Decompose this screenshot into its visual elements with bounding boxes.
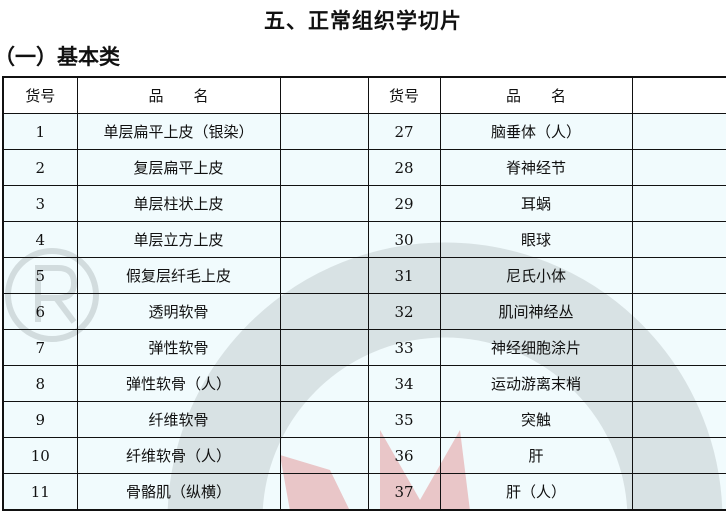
- note-cell: [631, 149, 726, 186]
- item-number-cell: 35: [367, 401, 441, 438]
- item-number-cell: 4: [2, 221, 78, 258]
- note-cell: [631, 473, 726, 511]
- item-name-cell: 肝: [439, 437, 633, 474]
- item-name-cell: 纤维软骨（人）: [76, 437, 281, 474]
- item-number-cell: 30: [367, 221, 441, 258]
- item-name-cell: 骨骼肌（纵横）: [76, 473, 281, 511]
- table-row: 7 弹性软骨 33 神经细胞涂片: [2, 329, 726, 366]
- item-name-cell: 肝（人）: [439, 473, 633, 511]
- slides-table: 货号品 名货号品 名 1 单层扁平上皮（银染） 27 脑垂体（人） 2 复层扁平上皮 28 脊神…: [2, 76, 726, 511]
- item-number-cell: 31: [367, 257, 441, 294]
- table-row: 1 单层扁平上皮（银染） 27 脑垂体（人）: [2, 113, 726, 150]
- note-cell: [279, 437, 369, 474]
- note-cell: [279, 113, 369, 150]
- note-cell: [279, 185, 369, 222]
- section-heading: （一）基本类: [0, 45, 120, 69]
- item-name-cell: 单层扁平上皮（银染）: [76, 113, 281, 150]
- item-name-cell: 弹性软骨（人）: [76, 365, 281, 402]
- item-number-cell: 11: [2, 473, 78, 511]
- item-number-cell: 33: [367, 329, 441, 366]
- item-name-cell: 运动游离末梢: [439, 365, 633, 402]
- note-cell: [279, 149, 369, 186]
- item-name-cell: 脊神经节: [439, 149, 633, 186]
- table-row: 5 假复层纤毛上皮 31 尼氏小体: [2, 257, 726, 294]
- header-note-cell: [279, 76, 369, 114]
- item-number-cell: 1: [2, 113, 78, 150]
- item-number-cell: 29: [367, 185, 441, 222]
- item-name-cell: 单层柱状上皮: [76, 185, 281, 222]
- note-cell: [631, 221, 726, 258]
- item-number-cell: 7: [2, 329, 78, 366]
- header-item-name-cell: 品 名: [76, 76, 281, 114]
- note-cell: [631, 401, 726, 438]
- item-number-cell: 10: [2, 437, 78, 474]
- note-cell: [279, 221, 369, 258]
- table-header-row: 货号品 名货号品 名: [2, 76, 726, 114]
- item-number-cell: 2: [2, 149, 78, 186]
- item-number-cell: 36: [367, 437, 441, 474]
- item-name-cell: 脑垂体（人）: [439, 113, 633, 150]
- item-name-cell: 神经细胞涂片: [439, 329, 633, 366]
- table-row: 8 弹性软骨（人） 34 运动游离末梢: [2, 365, 726, 402]
- item-number-cell: 8: [2, 365, 78, 402]
- note-cell: [631, 293, 726, 330]
- note-cell: [279, 473, 369, 511]
- item-number-cell: 28: [367, 149, 441, 186]
- item-name-cell: 复层扁平上皮: [76, 149, 281, 186]
- table-row: 4 单层立方上皮 30 眼球: [2, 221, 726, 258]
- table-row: 6 透明软骨 32 肌间神经丛: [2, 293, 726, 330]
- item-name-cell: 眼球: [439, 221, 633, 258]
- item-name-cell: 突触: [439, 401, 633, 438]
- table-row: 11 骨骼肌（纵横） 37 肝（人）: [2, 473, 726, 511]
- header-item-number-cell: 货号: [367, 76, 441, 114]
- header-item-number-cell: 货号: [2, 76, 78, 114]
- item-number-cell: 9: [2, 401, 78, 438]
- item-number-cell: 6: [2, 293, 78, 330]
- item-number-cell: 3: [2, 185, 78, 222]
- item-name-cell: 弹性软骨: [76, 329, 281, 366]
- item-name-cell: 假复层纤毛上皮: [76, 257, 281, 294]
- page-title: 五、正常组织学切片: [264, 9, 462, 33]
- note-cell: [279, 401, 369, 438]
- note-cell: [631, 113, 726, 150]
- note-cell: [631, 257, 726, 294]
- note-cell: [631, 365, 726, 402]
- item-name-cell: 肌间神经丛: [439, 293, 633, 330]
- note-cell: [631, 329, 726, 366]
- item-name-cell: 耳蜗: [439, 185, 633, 222]
- item-name-cell: 尼氏小体: [439, 257, 633, 294]
- item-name-cell: 纤维软骨: [76, 401, 281, 438]
- note-cell: [279, 293, 369, 330]
- item-name-cell: 透明软骨: [76, 293, 281, 330]
- item-number-cell: 27: [367, 113, 441, 150]
- table-row: 10 纤维软骨（人） 36 肝: [2, 437, 726, 474]
- table-row: 2 复层扁平上皮 28 脊神经节: [2, 149, 726, 186]
- note-cell: [631, 437, 726, 474]
- note-cell: [631, 185, 726, 222]
- item-number-cell: 5: [2, 257, 78, 294]
- note-cell: [279, 365, 369, 402]
- item-number-cell: 37: [367, 473, 441, 511]
- header-note-cell: [631, 76, 726, 114]
- item-name-cell: 单层立方上皮: [76, 221, 281, 258]
- table-row: 3 单层柱状上皮 29 耳蜗: [2, 185, 726, 222]
- table-row: 9 纤维软骨 35 突触: [2, 401, 726, 438]
- note-cell: [279, 257, 369, 294]
- item-number-cell: 32: [367, 293, 441, 330]
- item-number-cell: 34: [367, 365, 441, 402]
- header-item-name-cell: 品 名: [439, 76, 633, 114]
- note-cell: [279, 329, 369, 366]
